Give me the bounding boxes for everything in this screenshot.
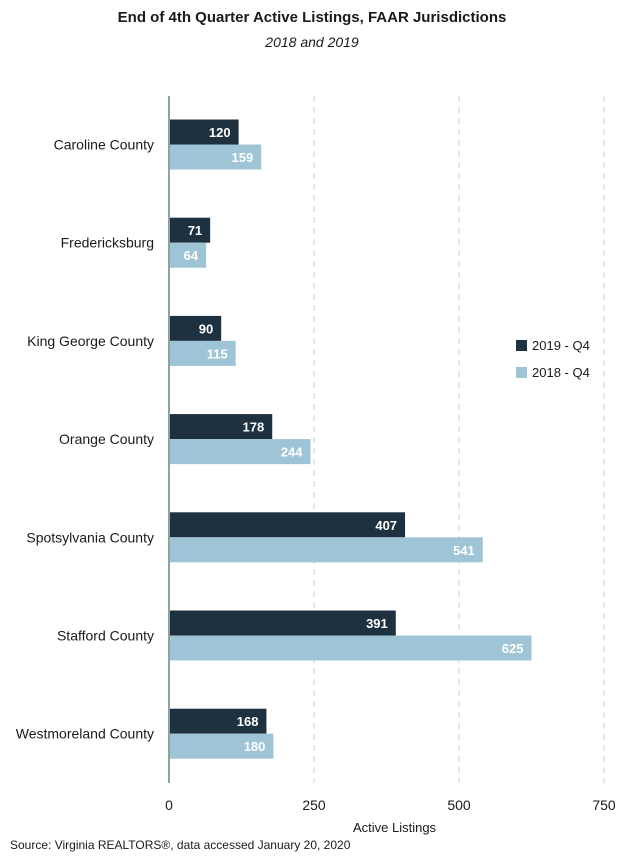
- x-tick-label: 250: [302, 797, 326, 813]
- bar: [169, 217, 211, 243]
- bar: [169, 315, 222, 341]
- x-tick-label: 750: [592, 797, 616, 813]
- legend-label: 2018 - Q4: [532, 365, 590, 380]
- data-label: 115: [207, 346, 228, 361]
- category-label: Fredericksburg: [61, 235, 154, 251]
- bar: [169, 708, 267, 734]
- x-tick-label: 0: [165, 797, 173, 813]
- data-label: 168: [237, 714, 259, 729]
- chart-subtitle: 2018 and 2019: [265, 34, 359, 50]
- data-label: 625: [502, 641, 524, 656]
- data-label: 90: [199, 321, 213, 336]
- data-label: 407: [375, 518, 397, 533]
- data-label: 541: [453, 543, 475, 558]
- category-label: Orange County: [59, 431, 154, 447]
- category-label: Westmoreland County: [16, 726, 154, 742]
- bar: [169, 340, 236, 366]
- data-label: 120: [209, 125, 231, 140]
- x-axis-label: Active Listings: [353, 820, 437, 835]
- category-label: Caroline County: [54, 137, 154, 153]
- x-tick-label: 500: [447, 797, 471, 813]
- bar: [169, 733, 274, 759]
- data-label: 178: [243, 420, 265, 435]
- bar: [169, 610, 396, 636]
- data-label: 71: [188, 223, 202, 238]
- bar: [169, 119, 239, 145]
- data-label: 391: [366, 616, 388, 631]
- category-label: Stafford County: [57, 628, 154, 644]
- bar: [169, 242, 207, 268]
- bar: [169, 414, 273, 440]
- legend-label: 2019 - Q4: [532, 338, 590, 353]
- data-label: 159: [232, 150, 254, 165]
- bar: [169, 439, 311, 465]
- category-label: Spotsylvania County: [26, 529, 154, 545]
- bar: [169, 635, 532, 661]
- legend-swatch: [516, 367, 527, 378]
- legend-swatch: [516, 340, 527, 351]
- source-note: Source: Virginia REALTORS®, data accesse…: [10, 838, 351, 852]
- data-label: 180: [244, 739, 266, 754]
- bar: [169, 537, 483, 563]
- data-label: 244: [281, 445, 303, 460]
- bar: [169, 144, 262, 170]
- category-label: King George County: [27, 333, 154, 349]
- data-label: 64: [184, 248, 199, 263]
- bar: [169, 512, 406, 538]
- chart-title: End of 4th Quarter Active Listings, FAAR…: [117, 9, 507, 26]
